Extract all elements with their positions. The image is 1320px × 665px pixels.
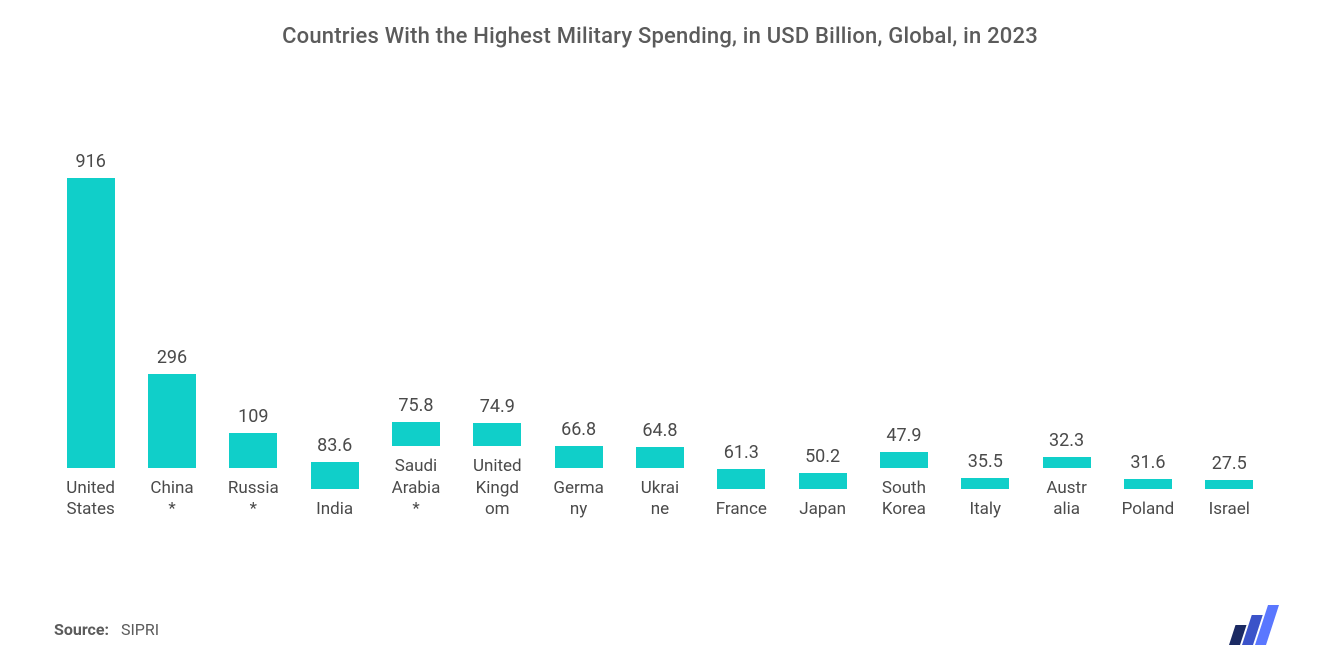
bar-category-label: Japan <box>799 499 846 520</box>
brand-logo-icon <box>1224 605 1282 645</box>
bar-category-label: Ukrai ne <box>641 478 679 521</box>
bar-value-label: 74.9 <box>480 396 515 417</box>
bar-category-label: Austr alia <box>1046 478 1086 521</box>
bar-group: 35.5 Italy <box>947 451 1024 520</box>
bar-value-label: 83.6 <box>317 435 352 456</box>
bar-group: 61.3 France <box>703 442 780 520</box>
bar <box>1124 479 1172 489</box>
chart-title: Countries With the Highest Military Spen… <box>0 0 1320 49</box>
bar-value-label: 61.3 <box>724 442 759 463</box>
bar-category-label: Italy <box>969 499 1001 520</box>
bar-group: 83.6 India <box>296 435 373 520</box>
bar-category-label: Poland <box>1122 499 1175 520</box>
bar-group: 74.9 United Kingd om <box>459 396 536 520</box>
bar <box>148 374 196 468</box>
bar <box>1205 480 1253 489</box>
bar-group: 916 United States <box>52 151 129 521</box>
bar-chart: 916 United States 296 China * 109 Russia * 83.… <box>50 140 1270 520</box>
source-value: SIPRI <box>121 620 159 639</box>
source-citation: Source: SIPRI <box>54 620 159 639</box>
bar-category-label: France <box>716 499 767 520</box>
bar <box>1043 457 1091 467</box>
bar <box>636 447 684 468</box>
bar-value-label: 64.8 <box>642 420 677 441</box>
bar-category-label: United States <box>66 478 115 521</box>
bar-value-label: 50.2 <box>805 446 840 467</box>
bar <box>961 478 1009 489</box>
bar <box>717 469 765 488</box>
bar-category-label: India <box>316 499 353 520</box>
bar-value-label: 32.3 <box>1049 430 1084 451</box>
bar-category-label: Russia * <box>228 478 279 521</box>
bar-category-label: Germa ny <box>553 478 604 521</box>
bar-group: 66.8 Germa ny <box>540 419 617 520</box>
bar-group: 109 Russia * <box>215 406 292 520</box>
bar-value-label: 27.5 <box>1212 453 1247 474</box>
bar-value-label: 47.9 <box>886 425 921 446</box>
bar-group: 296 China * <box>133 347 210 520</box>
bar <box>392 422 440 446</box>
bar-category-label: China * <box>150 478 193 521</box>
bar <box>311 462 359 488</box>
bar-category-label: Israel <box>1209 499 1250 520</box>
bar <box>473 423 521 447</box>
bar <box>555 446 603 467</box>
bar-value-label: 35.5 <box>968 451 1003 472</box>
bar-value-label: 916 <box>75 151 105 172</box>
source-label: Source: <box>54 620 109 639</box>
bar-group: 75.8 Saudi Arabia * <box>377 395 454 520</box>
bar-group: 31.6 Poland <box>1109 452 1186 520</box>
bar <box>799 473 847 489</box>
bar-value-label: 296 <box>157 347 187 368</box>
bar-category-label: Saudi Arabia * <box>392 456 441 520</box>
bar-group: 64.8 Ukrai ne <box>621 420 698 520</box>
bar-category-label: South Korea <box>882 478 926 521</box>
bar-value-label: 109 <box>238 406 268 427</box>
bar-category-label: United Kingd om <box>473 456 522 520</box>
bar-group: 27.5 Israel <box>1191 453 1268 520</box>
bar-value-label: 66.8 <box>561 419 596 440</box>
bar <box>229 433 277 468</box>
bar-group: 32.3 Austr alia <box>1028 430 1105 520</box>
bar <box>880 452 928 467</box>
bar-group: 47.9 South Korea <box>865 425 942 520</box>
bar-group: 50.2 Japan <box>784 446 861 520</box>
bar-value-label: 75.8 <box>398 395 433 416</box>
bar-value-label: 31.6 <box>1130 452 1165 473</box>
bar <box>67 178 115 468</box>
